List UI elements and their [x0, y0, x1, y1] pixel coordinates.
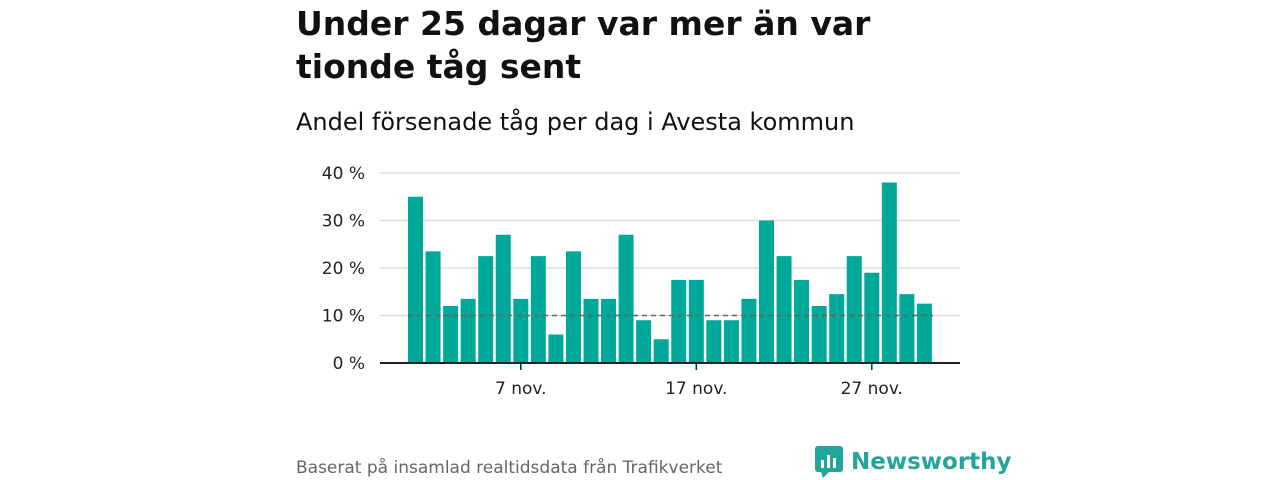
y-tick-label: 10 % — [322, 307, 365, 327]
bar — [776, 256, 792, 363]
bar — [723, 320, 739, 363]
x-tick-label: 17 nov. — [665, 379, 727, 399]
y-tick-label: 20 % — [322, 259, 365, 279]
brand-name: Newsworthy — [851, 449, 1012, 475]
bar — [513, 298, 529, 363]
bar — [881, 182, 897, 363]
bar — [706, 320, 722, 363]
bar — [916, 303, 932, 363]
bar — [425, 251, 441, 363]
bar — [671, 279, 687, 363]
bar — [601, 298, 617, 363]
bar — [443, 306, 459, 363]
bar — [846, 256, 862, 363]
bar — [565, 251, 581, 363]
bar — [478, 256, 494, 363]
x-tick-label: 7 nov. — [495, 379, 547, 399]
bar — [899, 294, 915, 363]
newsworthy-logo-icon — [815, 446, 843, 478]
bar — [653, 339, 669, 363]
bar — [811, 306, 827, 363]
bar — [794, 279, 810, 363]
bar — [864, 272, 880, 363]
y-tick-label: 30 % — [322, 212, 365, 232]
x-tick-label: 27 nov. — [841, 379, 903, 399]
bar — [759, 220, 774, 363]
bar — [688, 279, 704, 363]
y-tick-label: 40 % — [322, 164, 365, 184]
bar — [741, 298, 757, 363]
source-note: Baserat på insamlad realtidsdata från Tr… — [296, 458, 723, 478]
y-tick-label: 0 % — [333, 354, 365, 374]
bar — [460, 298, 476, 363]
chart-subtitle: Andel försenade tåg per dag i Avesta kom… — [296, 108, 855, 136]
bar — [829, 294, 845, 363]
bar — [495, 234, 511, 363]
bar — [408, 196, 423, 363]
bar — [636, 320, 652, 363]
bar — [618, 234, 634, 363]
bar — [583, 298, 599, 363]
brand-logo: Newsworthy — [815, 446, 1012, 478]
chart-title: Under 25 dagar var mer än var tionde tåg… — [296, 4, 871, 86]
bar — [548, 334, 564, 363]
bar — [530, 256, 546, 363]
